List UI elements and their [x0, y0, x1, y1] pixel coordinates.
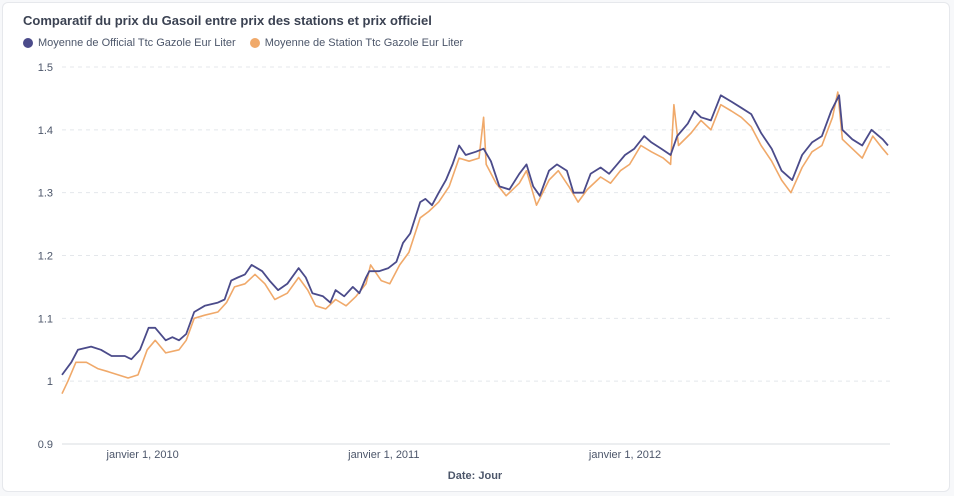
- y-tick-label: 0.9: [38, 439, 53, 451]
- x-tick-label: janvier 1, 2011: [347, 449, 419, 461]
- legend-item-station[interactable]: Moyenne de Station Ttc Gazole Eur Liter: [249, 37, 464, 49]
- x-tick-label: janvier 1, 2010: [106, 449, 179, 461]
- y-tick-label: 1.4: [38, 125, 53, 137]
- x-tick-label: janvier 1, 2012: [588, 449, 661, 461]
- y-tick-label: 1.5: [38, 62, 53, 74]
- y-tick-label: 1.2: [38, 251, 53, 263]
- legend-label-station: Moyenne de Station Ttc Gazole Eur Liter: [264, 37, 464, 49]
- legend-label-official: Moyenne de Official Ttc Gazole Eur Liter: [38, 37, 236, 49]
- y-tick-label: 1.3: [38, 188, 53, 200]
- legend-dot-station: [249, 38, 260, 48]
- series-line-official: [61, 94, 889, 376]
- legend-dot-official: [23, 38, 33, 48]
- y-tick-label: 1: [47, 376, 53, 388]
- chart-title: Comparatif du prix du Gasoil entre prix …: [23, 13, 432, 28]
- series-line-station: [61, 91, 889, 395]
- x-axis-title: Date: Jour: [448, 470, 503, 482]
- legend-item-official[interactable]: Moyenne de Official Ttc Gazole Eur Liter: [23, 37, 236, 49]
- y-tick-label: 1.1: [38, 313, 53, 325]
- chart-legend: Moyenne de Official Ttc Gazole Eur Liter…: [23, 37, 463, 49]
